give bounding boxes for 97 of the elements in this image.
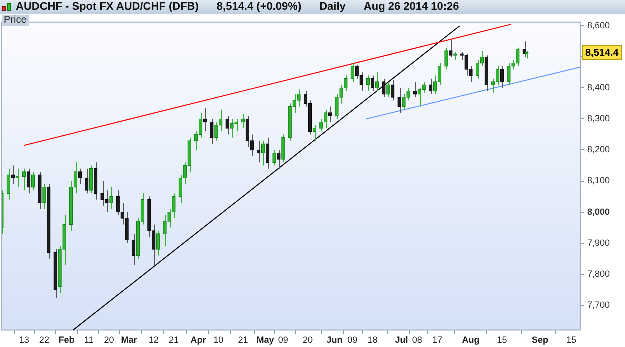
x-tick-label: 20 [104,335,114,346]
candlestick [492,78,496,94]
x-tick-label: 13 [19,335,30,346]
candlestick [375,72,380,92]
candlestick [272,150,276,166]
x-tick-label: 10 [214,335,224,346]
y-tick-label: 7,800 [587,268,610,279]
candlestick [476,60,480,80]
text: 8,514.4 (+0.09%) [216,1,302,13]
candlestick [344,75,348,92]
chart-title: AUDCHF - Spot FX AUD/CHF (DFB) [16,1,199,13]
x-tick-label: 09 [348,335,358,346]
candlestick [500,66,504,89]
candlestick [391,80,395,102]
y-tick-label: 8,400 [587,82,610,93]
candlestick [336,94,338,120]
candlestick [312,124,317,142]
x-tick-label: 09 [278,335,288,346]
x-tick-label: 17 [432,335,443,346]
x-tick-label: Mar [121,335,138,346]
x-tick-label: Jun [326,335,343,346]
candlestick [140,193,145,226]
y-tick-label: 7,700 [587,300,610,310]
candlestick [132,234,136,266]
x-tick-label: 21 [238,335,248,346]
y-tick-label: 8,200 [587,144,610,155]
candlestick [74,162,78,194]
candlestick [42,184,46,210]
candlestick [366,75,370,92]
candlestick [156,230,160,256]
candlestick [226,116,230,136]
candlestick [324,109,328,130]
candlestick [464,54,468,76]
candlestick [277,150,281,170]
candlestick [230,118,234,138]
candlestick [31,171,36,192]
candlestick [433,75,438,95]
candlestick [11,165,15,185]
candlestick [512,60,516,70]
candlestick [246,116,250,148]
candlestick [110,186,114,210]
candlestick [78,168,82,185]
candlestick [438,62,442,86]
y-tick-label: 8,600 [587,20,610,31]
candlestick [26,168,31,194]
x-tick-label: 12 [148,335,159,346]
x-tick-label: 18 [368,335,378,346]
candlestick [406,88,410,102]
candlestick [507,62,511,86]
candlestick [266,137,270,170]
candlestick [398,88,402,114]
annotation: Price [2,15,29,26]
candlestick [444,47,448,70]
candlestick [210,118,214,145]
text: Daily [320,1,346,13]
candlestick [449,40,453,58]
candlestick [370,75,375,92]
candlestick [382,78,386,98]
x-tick-label: 15 [497,335,508,346]
candlestick [516,47,520,67]
x-tick-label: Apr [190,335,207,346]
candlestick [90,165,94,194]
x-tick-label: 08 [412,335,422,346]
candlestick [261,140,266,166]
x-tick-label: 22 [39,335,50,346]
candlestick [234,118,238,132]
x-tick-label: Jul [395,335,408,346]
candlestick [85,168,89,194]
x-tick-label: 20 [302,335,313,346]
y-tick-label: 7,900 [587,238,610,248]
y-tick-label: 8,300 [587,114,610,124]
candlestick [496,66,500,86]
x-tick-label: May [256,335,274,346]
candlestick [282,134,286,164]
x-tick-label: Sep [532,335,550,346]
candlestick [6,168,11,200]
candlestick [198,112,203,138]
candlestick [429,78,433,95]
x-tick-label: 21 [168,335,179,346]
candlestick [402,94,406,110]
text: 8,514.4 [585,48,620,59]
candlestick [350,62,354,82]
x-tick-label: Feb [58,335,76,346]
text: Aug 26 2014 10:26 [364,1,460,13]
candlestick [22,168,26,192]
candlestick [214,122,218,142]
y-tick-label: 8,000 [587,206,610,217]
x-tick-label: 15 [566,335,577,346]
y-tick-label: 8,100 [587,176,610,186]
candlestick [163,214,167,247]
x-tick-label: 11 [84,335,94,346]
x-tick-label: Aug [462,335,480,346]
candlestick [116,190,120,216]
candlestick [386,81,390,98]
candlestick [328,106,332,123]
candlestick [152,224,156,266]
candlestick [100,180,104,207]
